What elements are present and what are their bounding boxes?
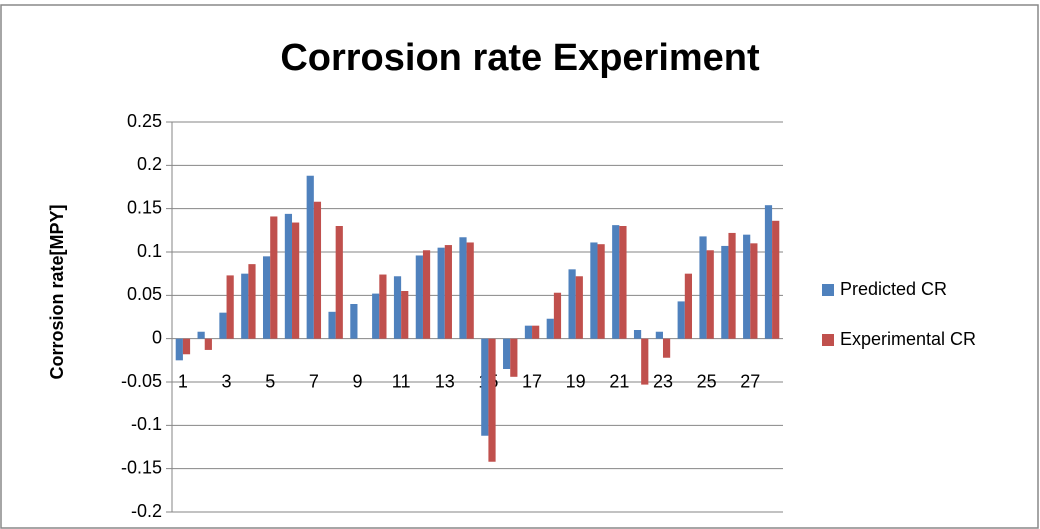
bar <box>270 216 278 339</box>
y-tick-label: -0.1 <box>131 414 162 434</box>
bar <box>459 237 467 339</box>
legend-label: Predicted CR <box>840 279 947 299</box>
bar <box>597 244 605 339</box>
x-tick-label: 23 <box>653 371 673 391</box>
chart-frame <box>0 4 1039 529</box>
bar <box>488 338 496 462</box>
bar <box>306 175 314 339</box>
bar <box>568 269 576 339</box>
bar <box>175 338 183 361</box>
bar <box>219 312 227 339</box>
bar <box>422 250 431 339</box>
bar <box>619 226 627 339</box>
bar <box>204 338 212 350</box>
bar <box>328 311 336 339</box>
bar <box>444 245 452 339</box>
bar <box>466 242 474 339</box>
bar <box>743 234 751 339</box>
x-tick-label: 3 <box>222 371 232 391</box>
bar <box>226 275 234 339</box>
bar <box>721 245 729 339</box>
x-tick-label: 1 <box>178 371 188 391</box>
x-tick-label: 19 <box>566 371 586 391</box>
chart-title: Corrosion rate Experiment <box>280 37 760 79</box>
bar <box>313 201 322 339</box>
legend-swatch <box>822 334 834 346</box>
bar <box>641 338 649 385</box>
bar <box>699 236 707 339</box>
bar <box>612 225 620 339</box>
bar <box>772 220 780 339</box>
bar <box>553 292 562 339</box>
bar <box>481 338 489 436</box>
x-tick-label: 11 <box>392 371 411 391</box>
bar <box>350 304 358 339</box>
bar <box>262 256 271 339</box>
x-tick-label: 27 <box>740 371 760 391</box>
bar <box>248 264 256 339</box>
legend-swatch <box>822 284 834 296</box>
bar <box>372 293 380 339</box>
bar <box>335 226 343 339</box>
bar <box>677 301 685 339</box>
bar <box>546 318 554 339</box>
bar <box>415 255 423 339</box>
bar <box>524 325 533 339</box>
x-tick-label: 13 <box>435 371 455 391</box>
bar <box>764 205 773 339</box>
bar <box>401 291 409 339</box>
bar <box>655 331 663 339</box>
x-tick-label: 5 <box>265 371 275 391</box>
bar <box>590 242 598 339</box>
y-tick-label: -0.2 <box>131 501 162 521</box>
x-tick-label: 21 <box>609 371 629 391</box>
y-tick-label: 0.1 <box>137 241 162 261</box>
y-tick-label: -0.15 <box>121 457 162 477</box>
y-tick-label: 0 <box>152 327 162 347</box>
y-tick-label: 0.05 <box>127 284 162 304</box>
bar <box>510 338 518 377</box>
bar <box>633 330 642 339</box>
x-tick-label: 9 <box>352 371 362 391</box>
y-tick-label: 0.25 <box>127 111 162 131</box>
x-tick-label: 25 <box>697 371 717 391</box>
bar <box>241 273 249 339</box>
y-tick-label: 0.2 <box>137 154 162 174</box>
bar <box>197 331 205 339</box>
legend-label: Experimental CR <box>840 329 976 349</box>
bar <box>284 213 293 339</box>
bar <box>379 274 387 339</box>
bar <box>684 273 693 339</box>
bar <box>532 325 540 339</box>
y-tick-label: -0.05 <box>121 371 162 391</box>
bar <box>292 222 300 339</box>
bar <box>728 232 736 339</box>
x-tick-label: 17 <box>522 371 542 391</box>
x-tick-label: 7 <box>309 371 319 391</box>
y-tick-label: 0.15 <box>127 197 162 217</box>
bar <box>437 247 445 339</box>
bar <box>750 243 758 339</box>
bar <box>706 250 714 339</box>
bar <box>662 338 671 358</box>
bar <box>503 338 511 369</box>
bar <box>182 338 191 355</box>
bar <box>393 276 402 339</box>
y-axis-label: Corrosion rate[MPY] <box>47 204 67 379</box>
bar <box>575 276 583 339</box>
